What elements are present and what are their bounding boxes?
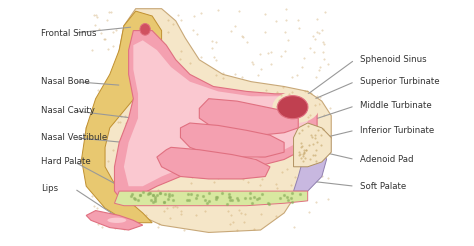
Polygon shape — [86, 9, 331, 232]
Polygon shape — [82, 11, 162, 223]
Polygon shape — [181, 123, 284, 157]
Polygon shape — [115, 191, 308, 206]
Ellipse shape — [277, 96, 308, 119]
Text: Frontal Sinus: Frontal Sinus — [41, 29, 97, 37]
Text: Soft Palate: Soft Palate — [359, 182, 406, 191]
Text: Lips: Lips — [41, 184, 59, 193]
Ellipse shape — [273, 91, 319, 123]
Text: Nasal Cavity: Nasal Cavity — [41, 106, 95, 115]
Ellipse shape — [140, 24, 150, 35]
Text: Adenoid Pad: Adenoid Pad — [359, 155, 413, 164]
Text: Inferior Turbinate: Inferior Turbinate — [359, 126, 434, 135]
Text: Hard Palate: Hard Palate — [41, 157, 91, 166]
Polygon shape — [199, 99, 298, 135]
Polygon shape — [293, 123, 331, 167]
Polygon shape — [293, 128, 327, 191]
Polygon shape — [124, 40, 308, 186]
Polygon shape — [157, 147, 270, 179]
Text: Middle Turbinate: Middle Turbinate — [359, 101, 431, 110]
Ellipse shape — [108, 218, 126, 223]
Polygon shape — [86, 211, 143, 230]
Text: Nasal Bone: Nasal Bone — [41, 77, 90, 86]
Polygon shape — [115, 31, 317, 203]
Text: Sphenoid Sinus: Sphenoid Sinus — [359, 55, 426, 64]
Text: Nasal Vestibule: Nasal Vestibule — [41, 133, 108, 142]
Text: Superior Turbinate: Superior Turbinate — [359, 77, 439, 86]
